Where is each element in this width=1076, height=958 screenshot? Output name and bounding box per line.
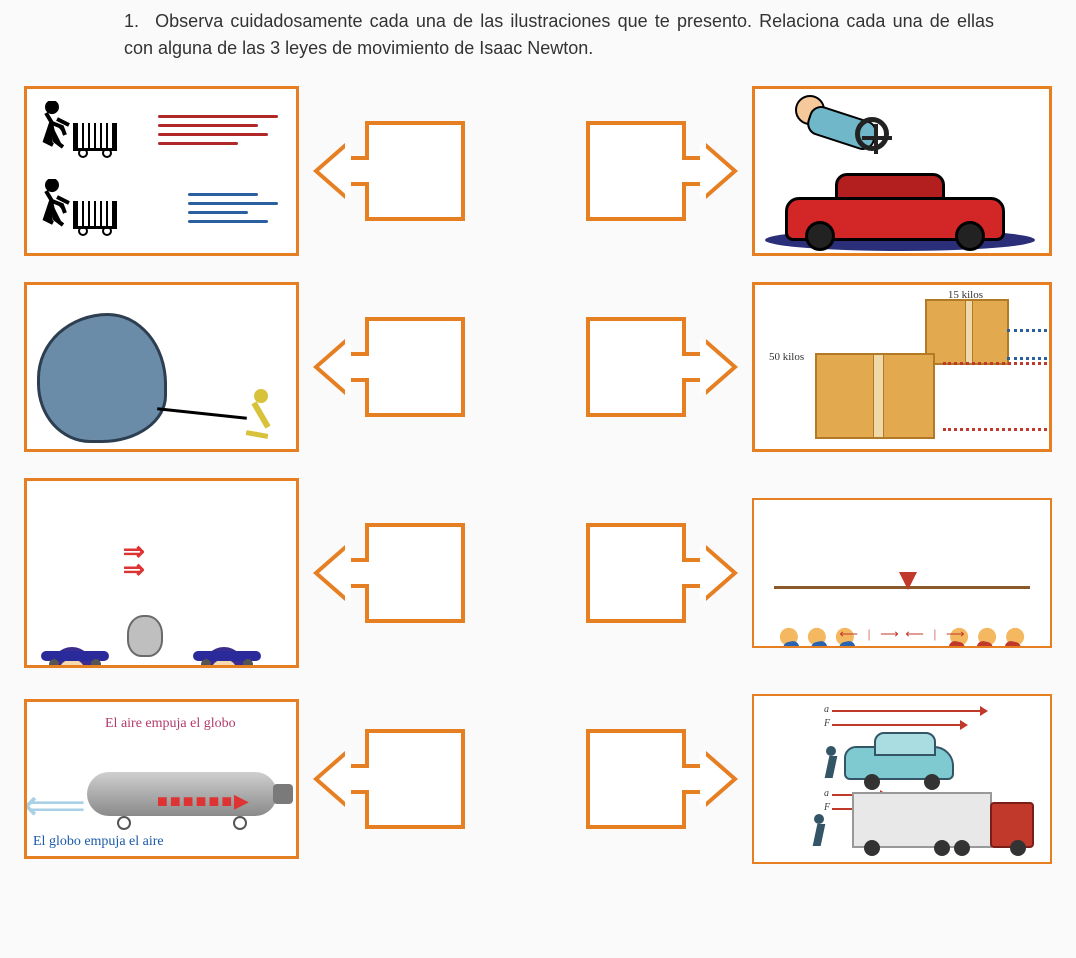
answer-box-r4[interactable] [586,714,746,844]
answer-box-l3[interactable] [305,508,465,638]
scene-car-crash [752,86,1052,256]
answer-input[interactable] [586,317,686,417]
scene-clown-skateboard: ⇒⇒ [24,478,299,668]
answer-box-r3[interactable] [586,508,746,638]
motion-arrow-icon: ⟸ [24,780,86,831]
instruction-body: Observa cuidadosamente cada una de las i… [124,11,994,58]
row-4: El aire empuja el globo ⟸ ■■■■■■▶ El glo… [24,694,1052,864]
arrow-icon: ⇒⇒ [123,543,145,579]
answer-input[interactable] [365,729,465,829]
answer-box-l4[interactable] [305,714,465,844]
accel-label: a [824,788,829,799]
answer-box-l1[interactable] [305,106,465,236]
worksheet-grid: 15 kilos 50 kilos [24,86,1052,864]
scene-push-vehicles: a F a F [752,694,1052,864]
box-small-label: 15 kilos [948,289,983,301]
force-label: F [824,718,830,729]
answer-input[interactable] [586,523,686,623]
answer-box-l2[interactable] [305,302,465,432]
row-1 [24,86,1052,256]
answer-input[interactable] [365,121,465,221]
answer-box-r2[interactable] [586,302,746,432]
scene-balloon-tank: El aire empuja el globo ⟸ ■■■■■■▶ El glo… [24,699,299,859]
answer-box-r1[interactable] [586,106,746,236]
row-3: ⇒⇒ [24,478,1052,668]
scene-rock-pull [24,282,299,452]
force-arrows-icon: ⟵ | ⟶ ⟵ | ⟶ [754,626,1050,642]
scene-tug-of-war: ⟵ | ⟶ ⟵ | ⟶ [752,498,1052,648]
accel-label: a [824,704,829,715]
exhaust-icon: ■■■■■■▶ [157,791,250,812]
instruction-text: 1. Observa cuidadosamente cada una de la… [124,8,994,62]
label-air-pushes-balloon: El aire empuja el globo [105,716,236,732]
box-large-label: 50 kilos [769,351,804,363]
answer-input[interactable] [586,121,686,221]
row-2: 15 kilos 50 kilos [24,282,1052,452]
instruction-number: 1. [124,8,148,35]
steering-wheel-icon [855,117,889,151]
scene-carts [24,86,299,256]
scene-two-boxes: 15 kilos 50 kilos [752,282,1052,452]
answer-input[interactable] [365,523,465,623]
answer-input[interactable] [365,317,465,417]
label-balloon-pushes-air: El globo empuja el aire [33,834,164,850]
answer-input[interactable] [586,729,686,829]
force-label: F [824,802,830,813]
